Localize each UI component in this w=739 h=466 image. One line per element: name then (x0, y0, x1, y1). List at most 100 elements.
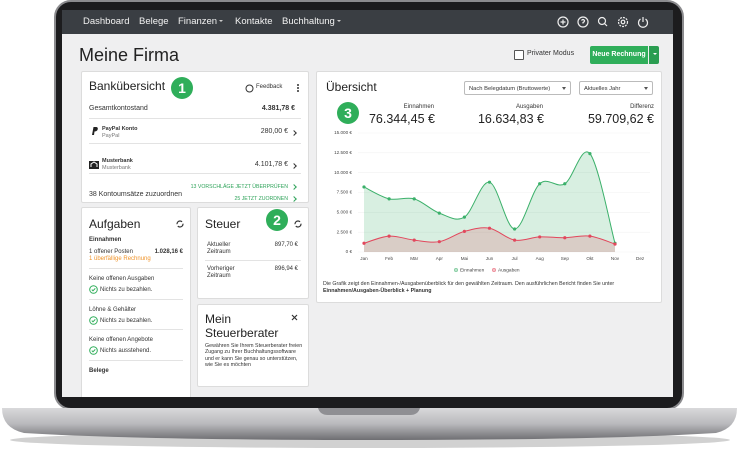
period-select[interactable]: Aktuelles Jahr (579, 81, 653, 95)
data-point (513, 238, 517, 242)
card-title: Mein Steuerberater (205, 312, 279, 340)
bank-card: Bankübersicht 1 Feedback Gesamtkontostan… (81, 71, 309, 203)
y-tick-label: 0 € (346, 249, 353, 254)
data-point (437, 211, 441, 215)
kpi-label: Differenz (630, 104, 654, 110)
nav-item[interactable]: Dashboard (83, 16, 130, 27)
task-item[interactable]: 1 offener Posten (89, 249, 133, 255)
unassigned-label: 38 Kontoumsätze zuzuordnen (89, 191, 183, 198)
tax-amount: 896,94 € (274, 266, 298, 272)
nav-item[interactable]: Kontakte (235, 16, 273, 27)
check-icon (89, 316, 98, 325)
area-fill (364, 227, 615, 252)
section-heading: Löhne & Gehälter (89, 307, 137, 313)
chevron[interactable] (291, 196, 297, 202)
kpi-value: 59.709,62 € (587, 112, 654, 126)
total-amount: 4.381,78 € (261, 105, 295, 112)
x-tick-label: Jan (360, 256, 368, 261)
refresh-icon[interactable] (176, 220, 184, 228)
account-sub: Musterbank (102, 165, 131, 171)
section-heading: Einnahmen (89, 237, 122, 243)
data-point (563, 182, 567, 186)
check-icon (89, 346, 98, 355)
note-link[interactable]: Einnahmen/Ausgaben-Überblick + Planung (323, 288, 432, 294)
review-link[interactable]: 13 VORSCHLÄGE JETZT ÜBERPRÜFEN (190, 184, 288, 190)
check-icon (89, 285, 98, 294)
kpi-label: Einnahmen (403, 104, 434, 110)
x-tick-label: Mai (461, 256, 468, 261)
close-icon[interactable] (291, 314, 298, 321)
chart: 0 € 2.500 € 5.000 € 7.500 € 10.000 € 12.500 €… (334, 130, 650, 273)
kpi-label: Ausgaben (515, 104, 543, 110)
caret (653, 53, 657, 55)
account-name[interactable]: PayPal Konto (102, 126, 138, 132)
divider (205, 260, 301, 261)
assign-link[interactable]: 25 JETZT ZUORDNEN (234, 196, 288, 202)
card-title: Übersicht (326, 80, 377, 94)
x-tick-label: Apr (436, 256, 444, 261)
feedback-icon (245, 84, 254, 93)
account-sub: PayPal (102, 133, 120, 139)
feedback-link[interactable]: Feedback (256, 84, 283, 90)
chevron[interactable] (291, 184, 297, 190)
data-point (487, 180, 492, 184)
help-icon[interactable] (577, 16, 589, 28)
base-notch (318, 408, 420, 415)
nav-label: Buchhaltung (282, 16, 335, 27)
nav-item[interactable]: Finanzen (178, 16, 224, 27)
nav-item[interactable]: Buchhaltung (282, 16, 341, 27)
x-tick-label: Mär (410, 256, 418, 261)
x-tick-label: Jul (512, 256, 518, 261)
checkbox[interactable] (514, 50, 524, 60)
chevron[interactable] (291, 130, 297, 136)
data-point (613, 242, 617, 246)
overview-card: Übersicht Nach Belegdatum (Bruttowerte) … (316, 71, 662, 303)
new-invoice-button[interactable]: Neue Rechnung (590, 46, 648, 64)
data-point (462, 215, 466, 219)
data-point (588, 234, 592, 238)
y-tick-label: 10.000 € (334, 170, 352, 175)
bank-logo (89, 161, 99, 169)
note-text: Die Grafik zeigt den Einnahmen-/Ausgaben… (323, 281, 615, 287)
task-item[interactable]: 1 überfällige Rechnung (89, 256, 151, 262)
x-tick-label: Okt (586, 256, 594, 261)
logout-icon[interactable] (637, 17, 649, 28)
basis-select[interactable]: Nach Belegdatum (Bruttowerte) (464, 81, 571, 95)
status-text: Nichts ausstehend. (100, 348, 152, 354)
laptop-base (2, 408, 737, 440)
kpi-value: 76.344,45 € (368, 112, 435, 126)
y-tick-label: 12.500 € (334, 150, 352, 155)
page-title: Meine Firma (79, 45, 180, 65)
data-point (412, 197, 416, 201)
data-point (563, 236, 567, 240)
chevron[interactable] (291, 163, 297, 169)
settings-icon[interactable] (617, 16, 629, 28)
data-point (487, 226, 492, 230)
data-point (513, 227, 517, 231)
caret (219, 20, 224, 23)
step-badge: 2 (266, 209, 288, 231)
account-amount: 280,00 € (260, 128, 288, 135)
account-name[interactable]: Musterbank (102, 158, 133, 164)
data-point (412, 238, 416, 242)
screen: Dashboard Belege Finanzen Kontakte Buchh… (62, 10, 673, 397)
chart-note: Die Grafik zeigt den Einnahmen-/Ausgaben… (323, 281, 655, 295)
new-invoice-dropdown[interactable] (649, 46, 659, 64)
legend-swatch (453, 267, 458, 272)
refresh-icon[interactable] (294, 220, 302, 228)
step-badge: 1 (171, 77, 193, 99)
tax-period: Aktueller Zeitraum (207, 242, 231, 255)
x-tick-label: Dez (636, 256, 645, 261)
nav-item[interactable]: Belege (139, 16, 169, 27)
data-point (538, 235, 542, 239)
add-icon[interactable] (557, 16, 569, 28)
tax-amount: 897,70 € (274, 242, 298, 248)
data-point (437, 240, 441, 244)
y-tick-label: 15.000 € (334, 130, 352, 135)
status-text: Nichts zu bezahlen. (100, 287, 153, 293)
search-icon[interactable] (597, 16, 608, 27)
data-point (387, 234, 391, 238)
menu-icon[interactable] (296, 83, 300, 93)
divider (89, 118, 301, 119)
step-badge: 3 (337, 102, 359, 124)
